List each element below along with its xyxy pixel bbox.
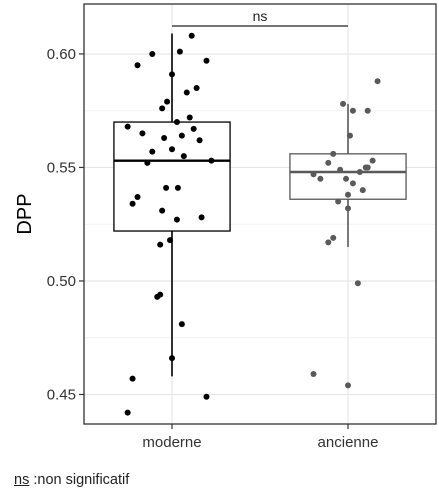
- box-plot-chart: 0.45 0.50 0.55 0.60 moderne ancienne ns DPP: [14, 3, 437, 451]
- data-point-ancienne: [325, 239, 332, 246]
- data-point-ancienne: [343, 175, 350, 182]
- boxes: [113, 33, 407, 377]
- data-point-ancienne: [330, 234, 337, 241]
- box-body: [289, 153, 407, 200]
- data-point-ancienne: [359, 187, 366, 194]
- data-point-moderne: [124, 409, 131, 416]
- data-point-ancienne: [345, 205, 351, 212]
- data-point-ancienne: [317, 175, 324, 182]
- data-point-ancienne: [310, 371, 317, 378]
- data-point-moderne: [169, 71, 175, 78]
- data-point-ancienne: [364, 107, 371, 114]
- data-point-moderne: [208, 157, 215, 164]
- data-point-moderne: [183, 89, 190, 96]
- data-point-moderne: [129, 375, 136, 382]
- data-point-moderne: [180, 153, 187, 160]
- x-tick-label: ancienne: [318, 434, 379, 451]
- y-tick-label: 0.60: [47, 46, 76, 63]
- data-point-moderne: [124, 123, 131, 130]
- data-point-ancienne: [337, 166, 344, 173]
- data-point-moderne: [193, 85, 200, 91]
- y-axis-label: DPP: [14, 193, 36, 234]
- data-point-ancienne: [340, 100, 347, 107]
- footnote: ns :non significatif: [14, 472, 129, 488]
- data-point-moderne: [134, 62, 141, 69]
- data-point-moderne: [144, 159, 151, 166]
- data-point-ancienne: [369, 157, 376, 164]
- data-point-moderne: [139, 130, 146, 137]
- data-point-ancienne: [325, 159, 332, 166]
- data-point-moderne: [169, 355, 175, 362]
- data-point-moderne: [178, 321, 185, 328]
- data-points: [124, 32, 381, 416]
- box-body: [113, 121, 231, 232]
- significance-annotation: ns: [172, 8, 348, 27]
- data-point-moderne: [159, 105, 166, 112]
- data-point-ancienne: [346, 132, 353, 139]
- data-point-moderne: [198, 214, 205, 221]
- y-tick-label: 0.45: [47, 386, 76, 403]
- plot-border: [83, 3, 437, 425]
- data-point-moderne: [178, 132, 185, 139]
- data-point-moderne: [149, 148, 156, 155]
- data-point-moderne: [161, 134, 168, 141]
- box-ancienne: [289, 103, 407, 247]
- data-point-moderne: [190, 125, 197, 132]
- data-point-moderne: [159, 207, 166, 214]
- data-point-moderne: [169, 146, 175, 153]
- significance-label: ns: [253, 8, 268, 24]
- data-point-moderne: [203, 57, 210, 64]
- footnote-abbreviation: ns: [14, 472, 30, 488]
- data-point-ancienne: [310, 171, 317, 178]
- data-point-ancienne: [354, 280, 361, 287]
- data-point-ancienne: [335, 198, 342, 205]
- data-point-moderne: [154, 293, 161, 300]
- data-point-moderne: [196, 137, 203, 144]
- data-point-ancienne: [362, 164, 369, 171]
- data-point-moderne: [174, 184, 181, 191]
- data-point-ancienne: [330, 150, 337, 157]
- data-point-ancienne: [349, 180, 356, 187]
- data-point-ancienne: [374, 78, 381, 85]
- data-point-moderne: [188, 32, 195, 39]
- data-point-ancienne: [349, 107, 356, 114]
- data-point-ancienne: [345, 382, 351, 389]
- data-point-moderne: [203, 393, 210, 400]
- data-point-ancienne: [356, 169, 363, 175]
- data-point-moderne: [173, 216, 180, 223]
- axes: 0.45 0.50 0.55 0.60 moderne ancienne: [47, 3, 437, 451]
- box-moderne: [113, 33, 231, 377]
- data-point-moderne: [164, 98, 171, 105]
- data-point-ancienne: [345, 191, 351, 198]
- data-point-moderne: [134, 193, 141, 200]
- footnote-text: :non significatif: [29, 472, 130, 488]
- data-point-moderne: [186, 114, 193, 121]
- y-tick-label: 0.55: [47, 159, 76, 176]
- y-tick-label: 0.50: [47, 273, 76, 290]
- data-point-moderne: [173, 119, 180, 126]
- data-point-moderne: [176, 48, 183, 55]
- data-point-moderne: [157, 241, 164, 248]
- x-tick-label: moderne: [142, 434, 201, 451]
- data-point-moderne: [129, 200, 136, 207]
- data-point-moderne: [163, 184, 170, 191]
- data-point-moderne: [149, 50, 156, 57]
- data-point-moderne: [167, 237, 174, 244]
